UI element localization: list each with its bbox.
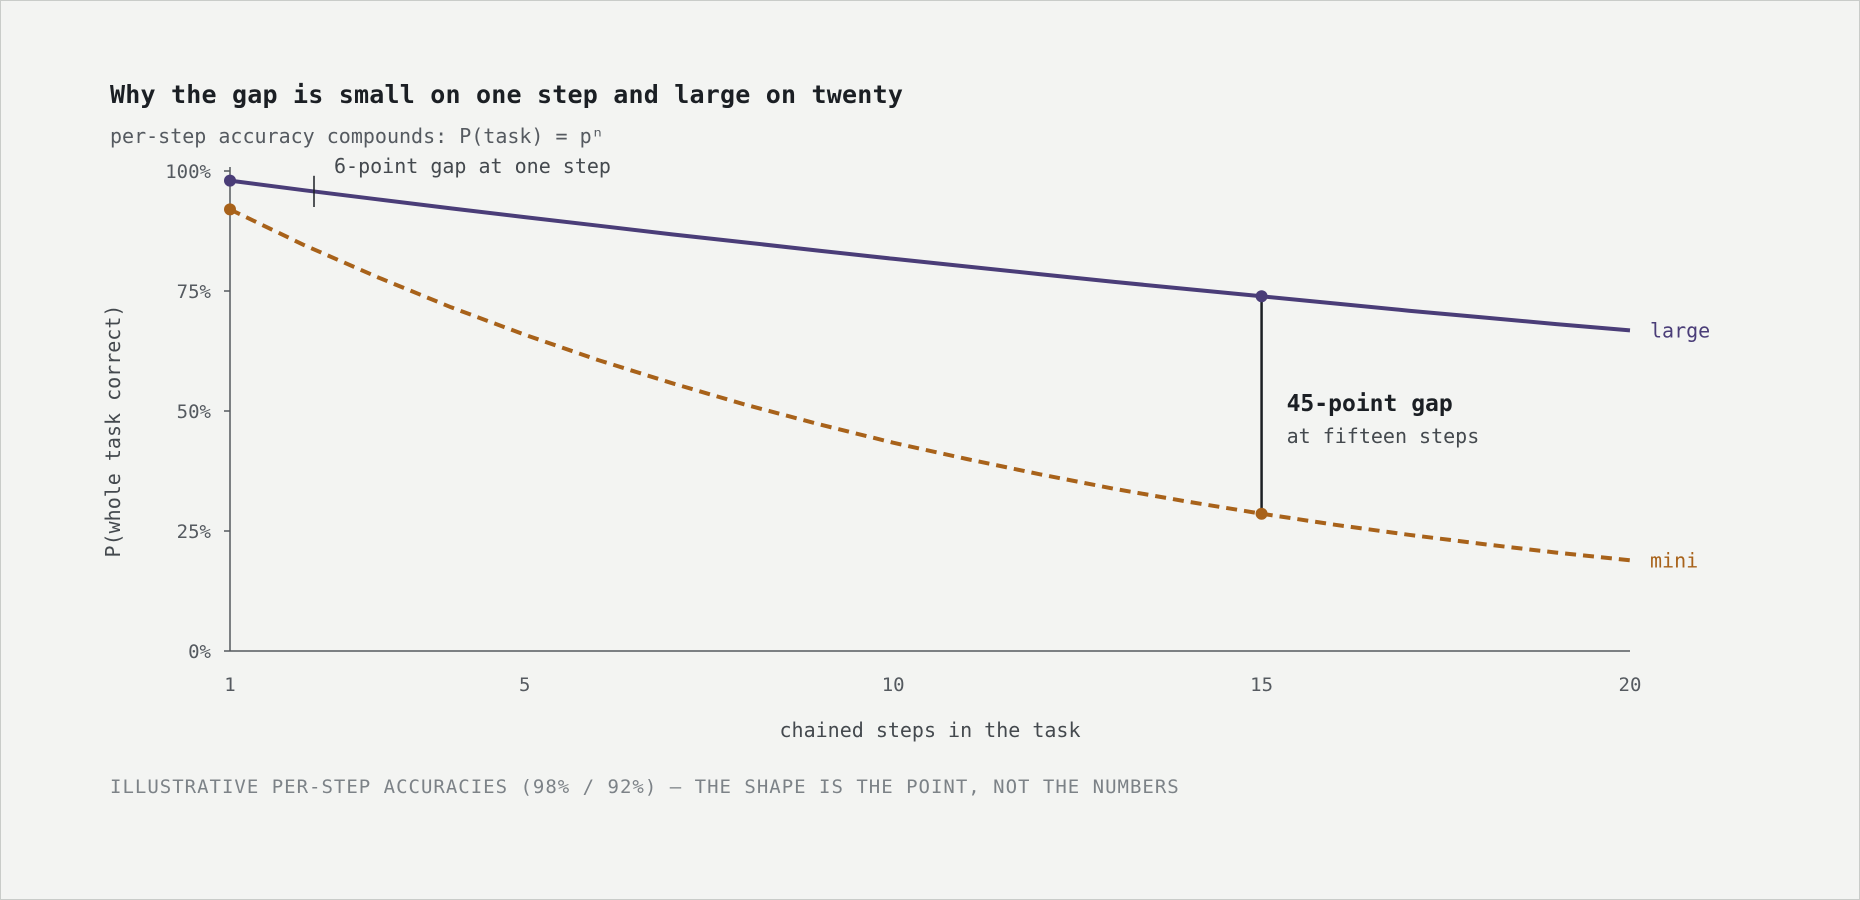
annotation-detail-step-15: at fifteen steps	[1287, 424, 1480, 448]
series-layer: large mini	[229, 178, 1710, 572]
y-tick-label: 0%	[188, 641, 211, 663]
x-tick-label: 15	[1250, 674, 1273, 696]
series-label-large: large	[1650, 318, 1710, 342]
series-line-large	[229, 178, 1631, 333]
series-label-mini: mini	[1650, 548, 1698, 572]
x-axis-label: chained steps in the task	[779, 718, 1080, 742]
series-line-mini	[229, 207, 1631, 563]
x-tick-label: 20	[1619, 674, 1642, 696]
point-large-step-1	[224, 174, 236, 187]
x-tick-label: 1	[224, 674, 235, 696]
point-mini-step-1	[224, 203, 236, 216]
point-large-step-15	[1255, 290, 1268, 303]
y-tick-label: 50%	[177, 401, 212, 423]
point-mini-step-15	[1255, 507, 1268, 520]
y-axis-label: P(whole task correct)	[101, 305, 125, 558]
annotation-layer: 6-point gap at one step 45-point gap at fi…	[224, 154, 1479, 520]
x-tick-label: 5	[519, 674, 530, 696]
annotation-headline-step-15: 45-point gap	[1287, 391, 1453, 417]
chart-title: Why the gap is small on one step and lar…	[110, 80, 904, 109]
y-tick-label: 100%	[165, 161, 211, 183]
chart-subtitle: per-step accuracy compounds: P(task) = p…	[110, 124, 604, 148]
y-tick-label: 25%	[177, 521, 212, 543]
chart-footnote: ILLUSTRATIVE PER-STEP ACCURACIES (98% / …	[110, 776, 1180, 798]
annotation-step-1: 6-point gap at one step	[334, 154, 611, 178]
y-tick-label: 75%	[177, 281, 212, 303]
x-tick-label: 10	[882, 674, 905, 696]
